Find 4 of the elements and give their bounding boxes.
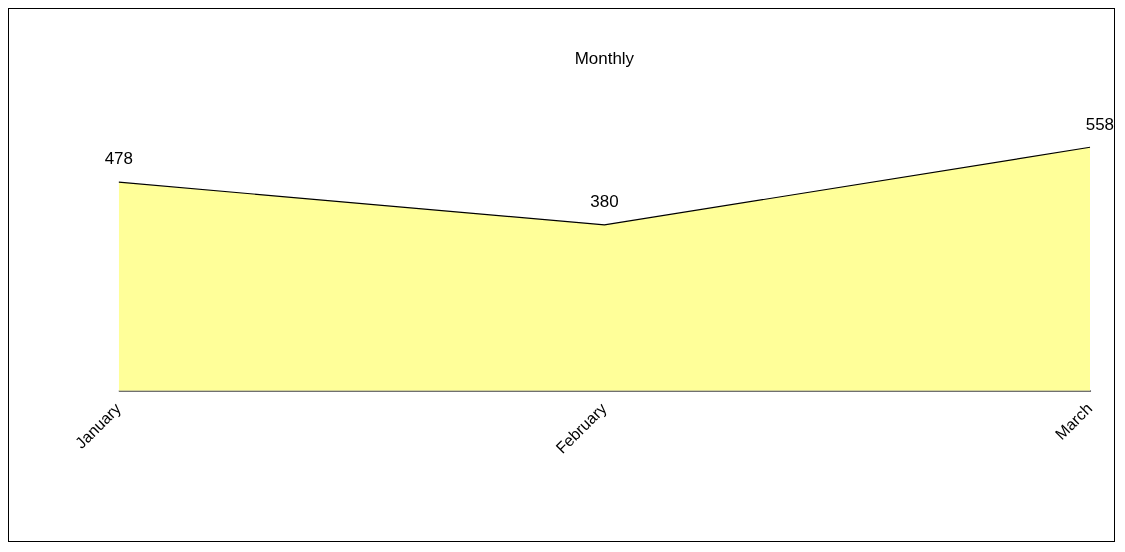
data-label: 478 (104, 149, 133, 169)
data-label: 380 (590, 192, 619, 212)
data-label: 558 (1085, 114, 1114, 134)
chart-title: Monthly (574, 48, 635, 68)
